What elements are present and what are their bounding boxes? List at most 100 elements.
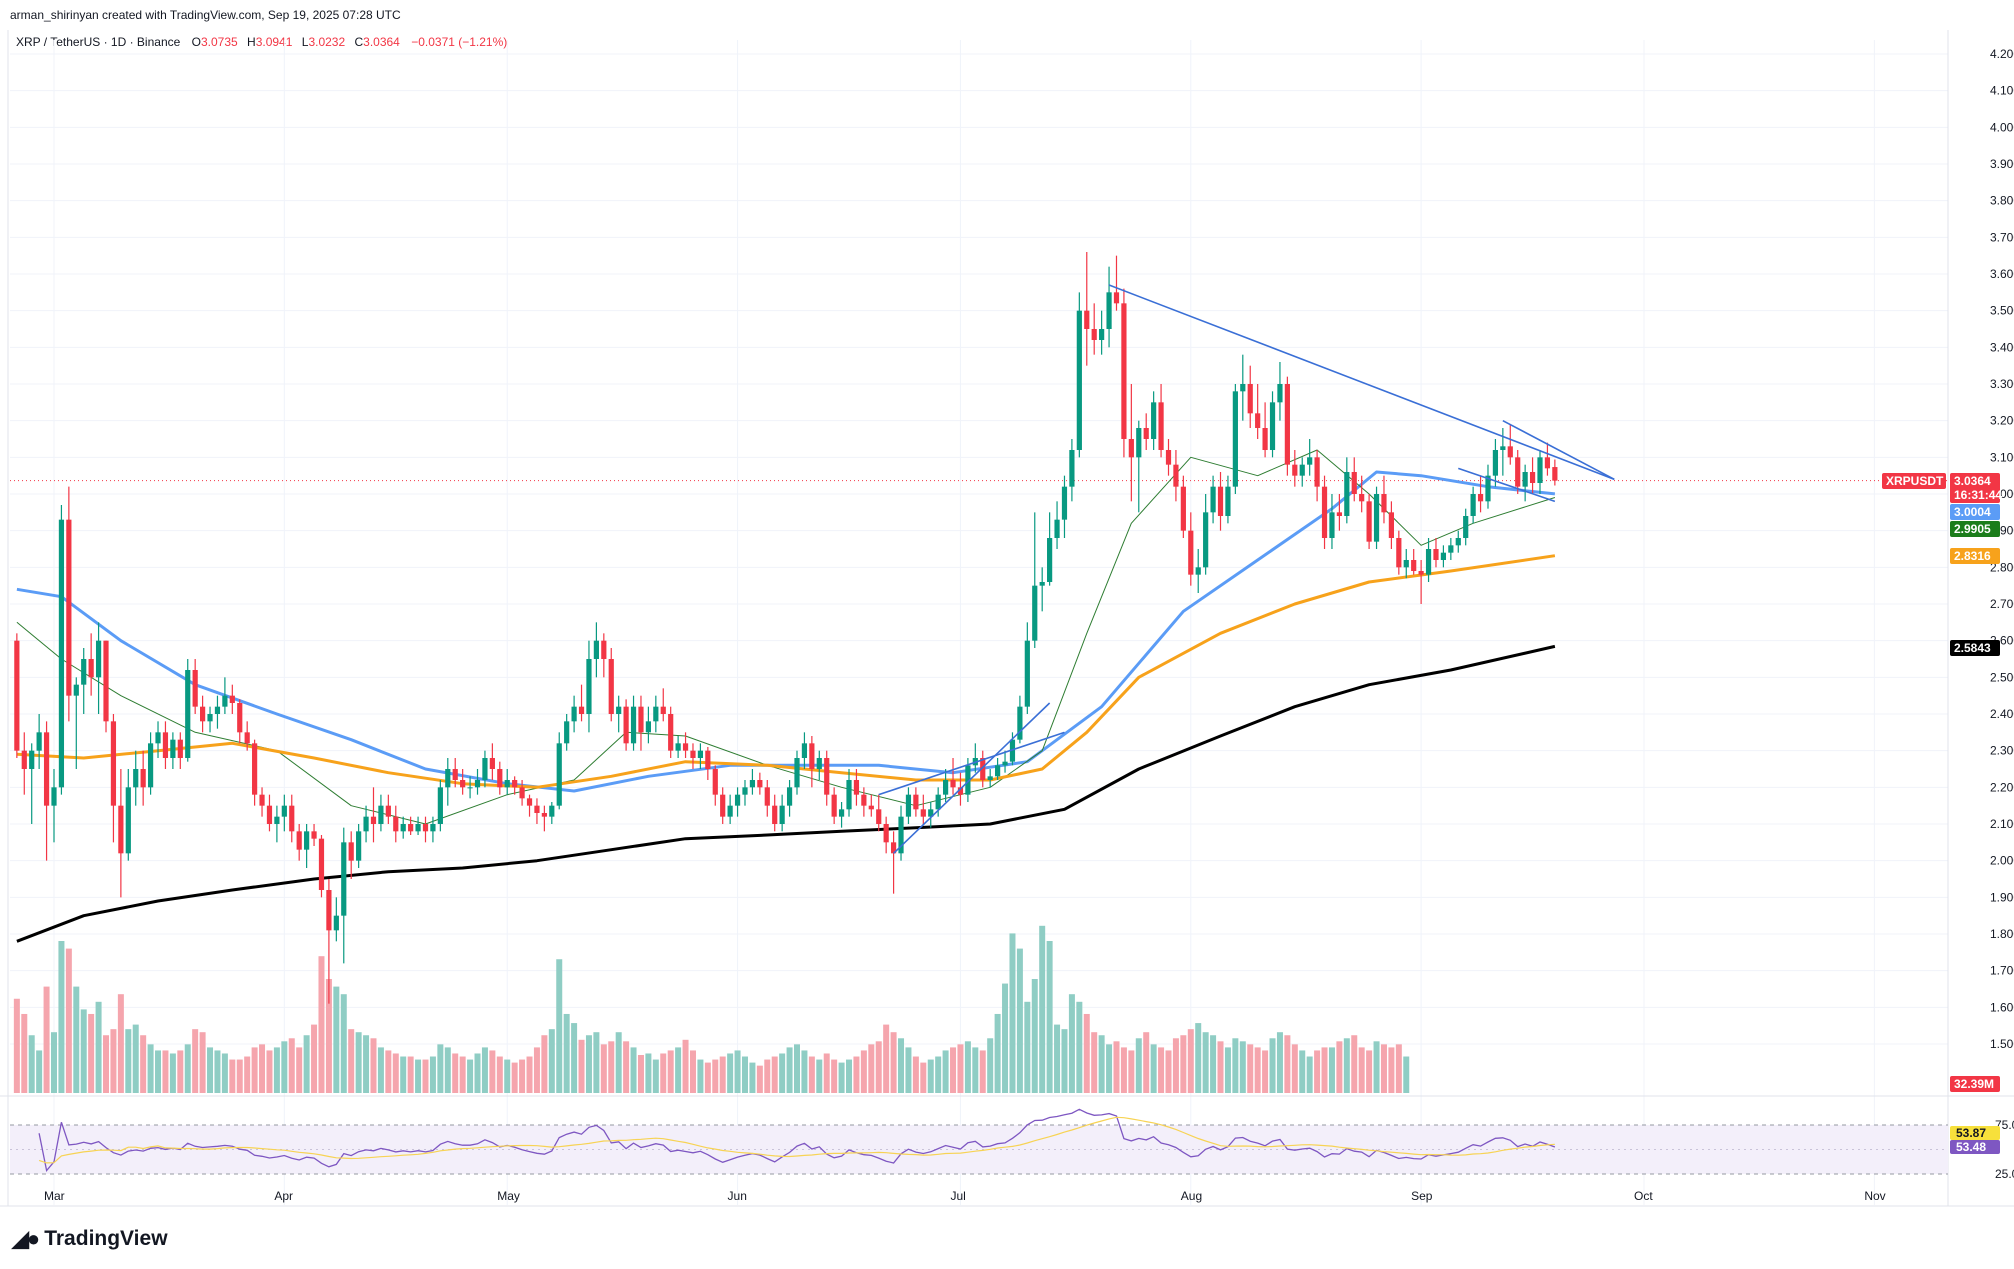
volume-bar (771, 1056, 778, 1093)
volume-bars (13, 925, 1410, 1093)
candle-body (1165, 450, 1172, 465)
volume-bar (1106, 1044, 1113, 1093)
volume-bar (1068, 994, 1075, 1093)
volume-bar (1187, 1029, 1194, 1093)
time-axis[interactable]: Mar Apr May Jun Jul Aug Sep Oct Nov (44, 1189, 1886, 1203)
candle-body (1106, 292, 1112, 329)
volume-bar (637, 1055, 644, 1093)
volume-bar (377, 1047, 384, 1093)
candle-body (1032, 585, 1038, 641)
candle-body (883, 824, 889, 843)
candle-body (675, 743, 681, 751)
volume-bar (1120, 1047, 1127, 1093)
candle-body (1388, 512, 1394, 538)
candle-body (370, 816, 377, 824)
volume-bar (1232, 1038, 1239, 1093)
volume-bar (741, 1056, 748, 1093)
volume-bar (749, 1062, 756, 1093)
volume-bar (73, 986, 80, 1093)
volume-bar (994, 1013, 1001, 1093)
volume-bar (794, 1044, 800, 1093)
candle-body (133, 769, 139, 788)
candle-body (1373, 494, 1380, 542)
candle-body (1537, 457, 1543, 483)
volume-bar (1343, 1038, 1350, 1093)
candle-body (1418, 571, 1424, 575)
candle-body (497, 769, 503, 788)
volume-bar (1002, 983, 1009, 1093)
tradingview-logo[interactable]: ◢● TradingView (12, 1226, 168, 1252)
volume-bar (88, 1013, 95, 1093)
candle-body (385, 805, 391, 817)
candle-body (1314, 457, 1320, 487)
price-tick-label: 2.4000 (1990, 707, 2014, 721)
candle-body (1054, 519, 1060, 538)
volume-bar (1217, 1041, 1224, 1093)
candle-body (422, 824, 429, 832)
volume-bar (853, 1056, 860, 1093)
candle-body (1492, 450, 1499, 476)
volume-bar (199, 1032, 206, 1093)
volume-bar (1083, 1013, 1090, 1093)
candle-body (1366, 501, 1372, 542)
volume-bar (682, 1039, 689, 1093)
volume-bar (192, 1029, 199, 1093)
candle-body (311, 831, 317, 839)
candles[interactable] (14, 252, 1558, 1004)
price-tick-label: 3.9000 (1990, 157, 2014, 171)
price-axis[interactable]: 1.5000 1.6000 1.7000 1.8000 1.9000 2.0000 2.10… (1990, 47, 2014, 1181)
volume-bar (1150, 1044, 1157, 1093)
candle-body (214, 706, 221, 714)
volume-bar (266, 1050, 273, 1093)
candle-body (81, 659, 87, 685)
candle-body (794, 758, 800, 788)
volume-bar (719, 1056, 726, 1093)
trendline (1108, 284, 1615, 481)
volume-bar (548, 1029, 555, 1093)
volume-bar (519, 1059, 526, 1093)
candle-body (1091, 329, 1097, 340)
candle-body (170, 739, 176, 758)
volume-bar (125, 1029, 132, 1093)
volume-bar (927, 1059, 934, 1093)
candle-body (1455, 538, 1461, 546)
volume-bar (259, 1044, 266, 1093)
volume-bar (1046, 941, 1053, 1093)
candle-body (1247, 384, 1253, 414)
price-tick-label: 2.1000 (1990, 817, 2014, 831)
candle-body (222, 695, 228, 707)
volume-bar (712, 1059, 719, 1093)
candle-body (1522, 472, 1528, 487)
rsi-tick-label: 25.00 (1995, 1167, 2014, 1181)
volume-bar (429, 1056, 436, 1093)
volume-bar (526, 1056, 533, 1093)
rsi-pane[interactable] (10, 1108, 1948, 1175)
volume-bar (1061, 1029, 1068, 1093)
trendline (1502, 419, 1615, 481)
volume-bar (333, 986, 340, 1093)
volume-bar (1276, 1032, 1283, 1093)
candle-body (378, 805, 384, 824)
candle-body (876, 809, 882, 824)
volume-bar (1113, 1041, 1120, 1093)
candle-body (289, 805, 295, 832)
price-tick-label: 2.0000 (1990, 854, 2014, 868)
candle-body (1188, 530, 1194, 575)
candle-body (534, 805, 540, 813)
rsi-band (10, 1125, 1948, 1174)
candle-body (29, 750, 35, 769)
candle-body (712, 769, 718, 795)
time-tick-label: May (497, 1189, 520, 1203)
price-tag-value: 3.0364 (1954, 474, 1991, 488)
candle-body (571, 706, 577, 722)
volume-bar (140, 1035, 147, 1093)
volume-bar (355, 1032, 362, 1093)
candle-body (1500, 446, 1506, 450)
trendlines[interactable] (878, 284, 1615, 854)
symbol-info: XRP / TetherUS · 1D · Binance O3.0735 H3… (16, 35, 507, 49)
candle-body (266, 805, 273, 824)
candle-body (950, 780, 956, 788)
volume-bar (452, 1053, 459, 1093)
volume-bar (1135, 1038, 1142, 1093)
